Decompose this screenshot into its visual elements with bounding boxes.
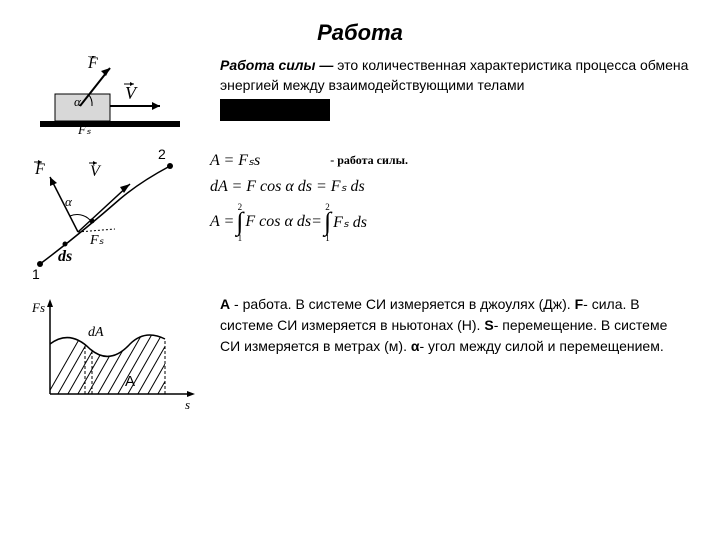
formulas-block: A = Fₛs - работа силы. dA = F cos α ds =… (210, 144, 408, 249)
ds-label: ds (58, 248, 72, 265)
expl-A: - работа. В системе СИ измеряется в джоу… (230, 296, 574, 312)
v-label-2: V (90, 163, 102, 180)
expl-alpha: - угол между силой и перемещением. (419, 338, 663, 354)
formula-1: A = Fₛs (210, 150, 260, 170)
fs-label: Fₛ (77, 122, 91, 136)
force-block-diagram: V F α Fₛ (30, 56, 190, 136)
fs-label-2: Fₛ (89, 233, 105, 248)
fs-axis-label: Fs (31, 300, 45, 315)
formula-3: A = 2 ∫ 1 F cos α ds = 2 ∫ 1 Fₛ ds (210, 202, 408, 243)
alpha-label: α (74, 94, 82, 109)
definition-text: Работа силы — это количественная характе… (220, 56, 690, 95)
s-axis-label: s (185, 397, 190, 412)
alpha-label-2: α (65, 194, 73, 209)
redacted-box (220, 99, 330, 121)
explanation-block: А - работа. В системе СИ измеряется в дж… (220, 294, 690, 414)
page-title: Работа (30, 20, 690, 46)
formula-2: dA = F cos α ds = Fₛ ds (210, 176, 408, 196)
dA-label: dA (88, 325, 104, 340)
integral-area-diagram: Fs s dA A (30, 294, 200, 414)
formula-1-note: - работа силы. (330, 153, 408, 168)
A-label: A (125, 373, 135, 390)
point1-label: 1 (32, 266, 40, 282)
point2-label: 2 (158, 146, 166, 162)
definition-prefix: Работа силы — (220, 57, 333, 73)
f-label: F (87, 56, 98, 72)
curved-path-diagram: 1 2 ds F V α Fₛ (30, 144, 190, 284)
v-label: V (125, 83, 138, 103)
f-label-2: F (34, 161, 45, 178)
